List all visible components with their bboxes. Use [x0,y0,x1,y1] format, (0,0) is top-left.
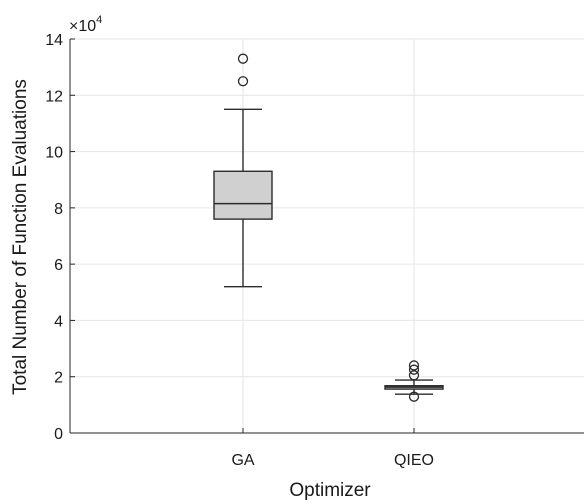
y-tick-label: 0 [54,426,63,443]
y-tick-label: 10 [45,145,63,162]
outlier-point [237,76,249,87]
outlier-point [408,360,420,371]
y-tick-label: 4 [54,313,63,330]
boxes [213,53,444,402]
outlier-point [237,53,249,64]
x-tick-label: QIEO [394,452,434,469]
outlier-point [408,370,420,381]
y-tick-label: 6 [54,257,63,274]
x-tick-label: GA [231,452,254,469]
y-tick-label: 14 [45,32,63,49]
box-qieo [384,360,444,402]
y-axis-label: Total Number of Function Evaluations [10,79,31,395]
iqr-box [213,170,273,220]
outlier-point [408,364,420,375]
y-tick-label: 2 [54,370,63,387]
grid-lines [70,38,584,434]
y-tick-label: 12 [45,88,63,105]
outlier-point [408,391,420,402]
y-axis-ticks: 0 2 4 6 8 10 12 14 [45,32,75,443]
y-axis-exponent-label: ×104 [69,14,102,35]
x-axis-ticks: GA QIEO [231,428,434,469]
x-axis-label: Optimizer [289,480,371,501]
box-ga [213,53,273,288]
y-tick-label: 8 [54,201,63,218]
